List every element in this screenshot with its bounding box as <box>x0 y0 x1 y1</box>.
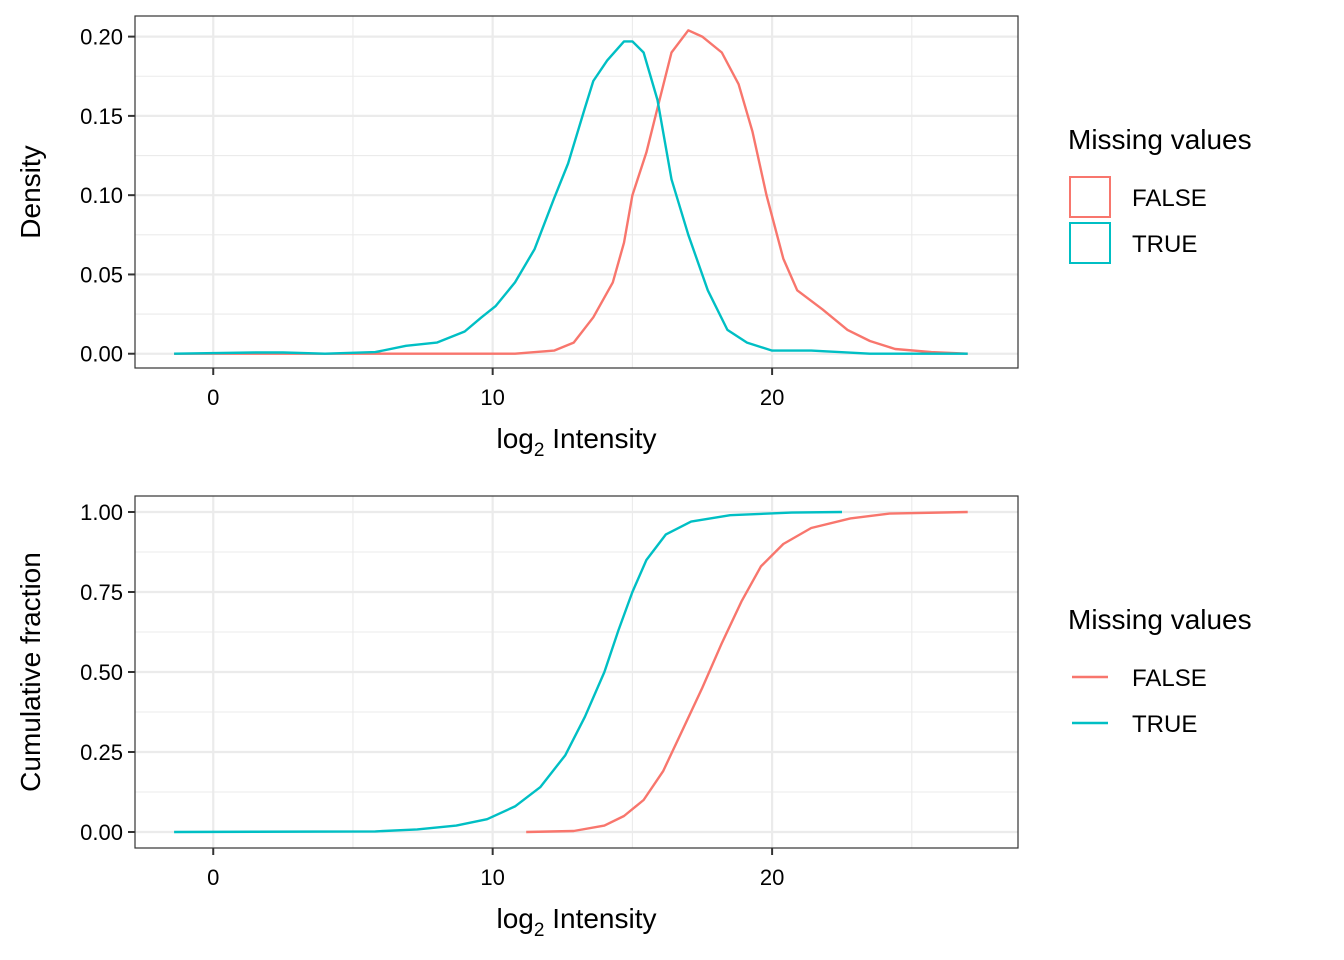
x-axis-title-main: log <box>496 903 533 934</box>
x-tick-label: 10 <box>480 385 504 410</box>
legend: Missing values FALSE TRUE <box>1068 604 1252 738</box>
legend: Missing values FALSE TRUE <box>1068 124 1252 264</box>
series-line-true <box>174 510 843 834</box>
legend-label-false: FALSE <box>1132 665 1207 692</box>
y-tick-label: 0.10 <box>80 183 123 208</box>
x-axis-title: log2 Intensity <box>496 423 656 461</box>
x-axis-title: log2 Intensity <box>496 903 656 941</box>
x-axis-title-rest: Intensity <box>544 423 656 454</box>
y-tick-label: 0.25 <box>80 740 123 765</box>
legend-key-true <box>1069 222 1111 264</box>
y-axis-title: Cumulative fraction <box>15 552 46 792</box>
y-tick-label: 0.75 <box>80 580 123 605</box>
density-panel: 0.00 0.05 0.10 0.15 0.20 0 10 20 log2 Intensity D… <box>15 15 1252 461</box>
panel-border <box>134 15 1019 369</box>
series-line-false <box>174 29 968 355</box>
x-tick-label: 20 <box>760 385 784 410</box>
y-tick-label: 0.15 <box>80 104 123 129</box>
legend-label-false: FALSE <box>1132 185 1207 212</box>
y-tick-label: 1.00 <box>80 500 123 525</box>
x-tick-label: 0 <box>207 865 219 890</box>
x-tick-label: 20 <box>760 865 784 890</box>
cumulative-panel: 0.00 0.25 0.50 0.75 1.00 0 10 20 log2 Intensity C… <box>15 495 1252 941</box>
legend-label-true: TRUE <box>1132 231 1197 258</box>
legend-label-true: TRUE <box>1132 711 1197 738</box>
x-tick-label: 10 <box>480 865 504 890</box>
legend-title: Missing values <box>1068 124 1252 155</box>
y-tick-label: 0.00 <box>80 820 123 845</box>
y-axis-title: Density <box>15 145 46 238</box>
x-axis-title-rest: Intensity <box>544 903 656 934</box>
x-axis-title-main: log <box>496 423 533 454</box>
y-tick-label: 0.00 <box>80 342 123 367</box>
legend-title: Missing values <box>1068 604 1252 635</box>
legend-key-false <box>1069 176 1111 218</box>
y-tick-label: 0.05 <box>80 262 123 287</box>
series-line-false <box>526 510 968 834</box>
x-axis-title-subscript: 2 <box>534 920 545 941</box>
plot-background <box>135 16 1018 368</box>
x-tick-label: 0 <box>207 385 219 410</box>
series-line-true <box>174 40 968 355</box>
y-tick-label: 0.50 <box>80 660 123 685</box>
y-tick-label: 0.20 <box>80 25 123 50</box>
x-axis-title-subscript: 2 <box>534 440 545 461</box>
